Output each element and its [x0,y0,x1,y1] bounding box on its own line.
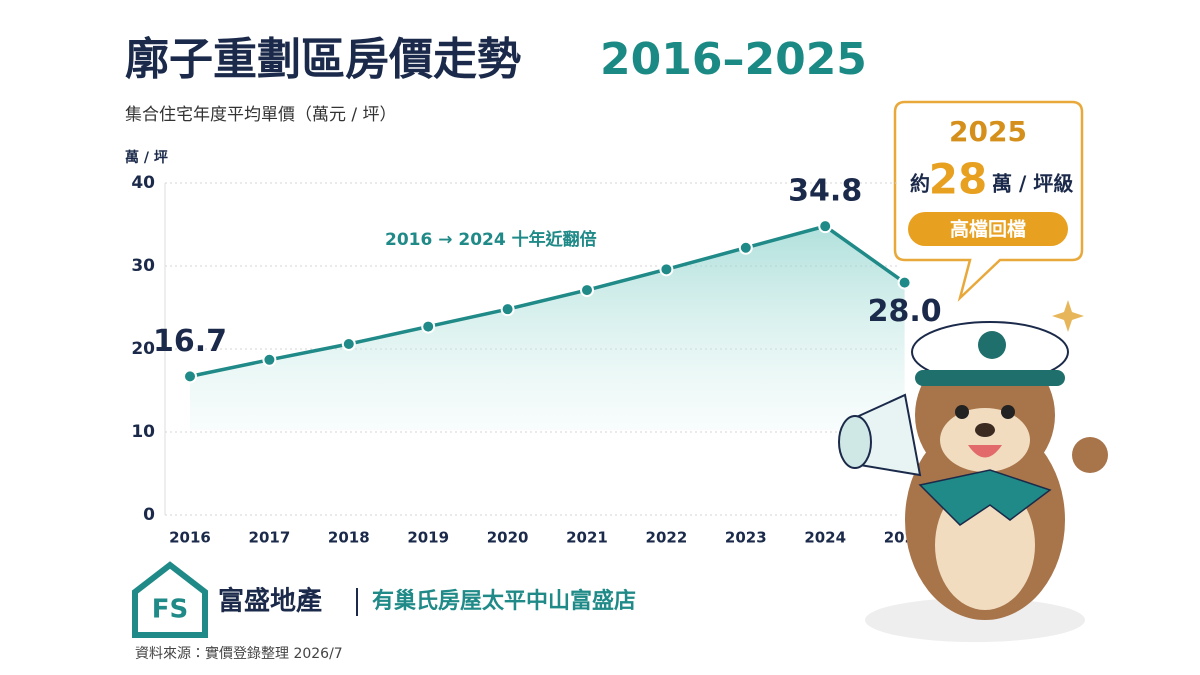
annotation: 2016 → 2024 十年近翻倍 [385,229,597,250]
point [897,275,912,290]
point [500,302,515,317]
point [183,369,197,384]
line [189,224,906,379]
logo: FS [132,561,208,638]
point [580,283,594,298]
point [262,352,277,367]
point [659,262,674,277]
subtitle: 集合住宅年度平均單價（萬元 / 坪） [125,105,397,125]
y-unit: 萬 / 坪 [125,149,168,166]
point [818,219,833,234]
y-tick-label: 40 [131,173,155,193]
point [421,319,436,334]
point [738,240,753,255]
title-years: 2016–2025 [600,34,867,85]
source: 資料來源：實價登錄整理 2026/7 [135,645,343,662]
y-tick-label: 30 [131,256,155,276]
x-tick-label: 2024 [804,529,846,547]
x-tick-label: 2020 [487,529,529,547]
y-tick-label: 0 [143,505,155,525]
store: 有巢氏房屋太平中山富盛店 [372,588,636,614]
y-tick-label: 20 [131,339,155,359]
svg-text:FS: FS [152,595,189,625]
callout-prefix: 約 [910,172,930,196]
badge-text: 高檔回檔 [950,218,1026,241]
x-tick-label: 2023 [725,529,767,547]
area [190,226,905,430]
y-tick-label: 10 [131,422,155,442]
callout-unit: 萬 / 坪級 [992,172,1073,196]
x-tick-label: 2018 [328,529,370,547]
x-tick-label: 2019 [407,529,449,547]
x-tick-label: 2017 [249,529,291,547]
brand: 富盛地產 [218,586,322,617]
data-label: 28.0 [868,294,942,329]
data-label: 34.8 [788,174,862,209]
callout-value: 28 [929,155,987,204]
mascot [838,300,1108,642]
callout-year: 2025 [949,115,1027,148]
x-tick-label: 2021 [566,529,608,547]
callout-bubble [893,100,1084,302]
data-label: 16.7 [153,324,227,359]
chart-title: 廓子重劃區房價走勢 [125,34,521,85]
x-tick-label: 2016 [169,529,211,547]
callout: 2025 約 28 萬 / 坪級 高檔回檔 [893,100,1084,302]
point [341,337,356,352]
badge [908,212,1068,246]
x-tick-label: 2022 [646,529,688,547]
